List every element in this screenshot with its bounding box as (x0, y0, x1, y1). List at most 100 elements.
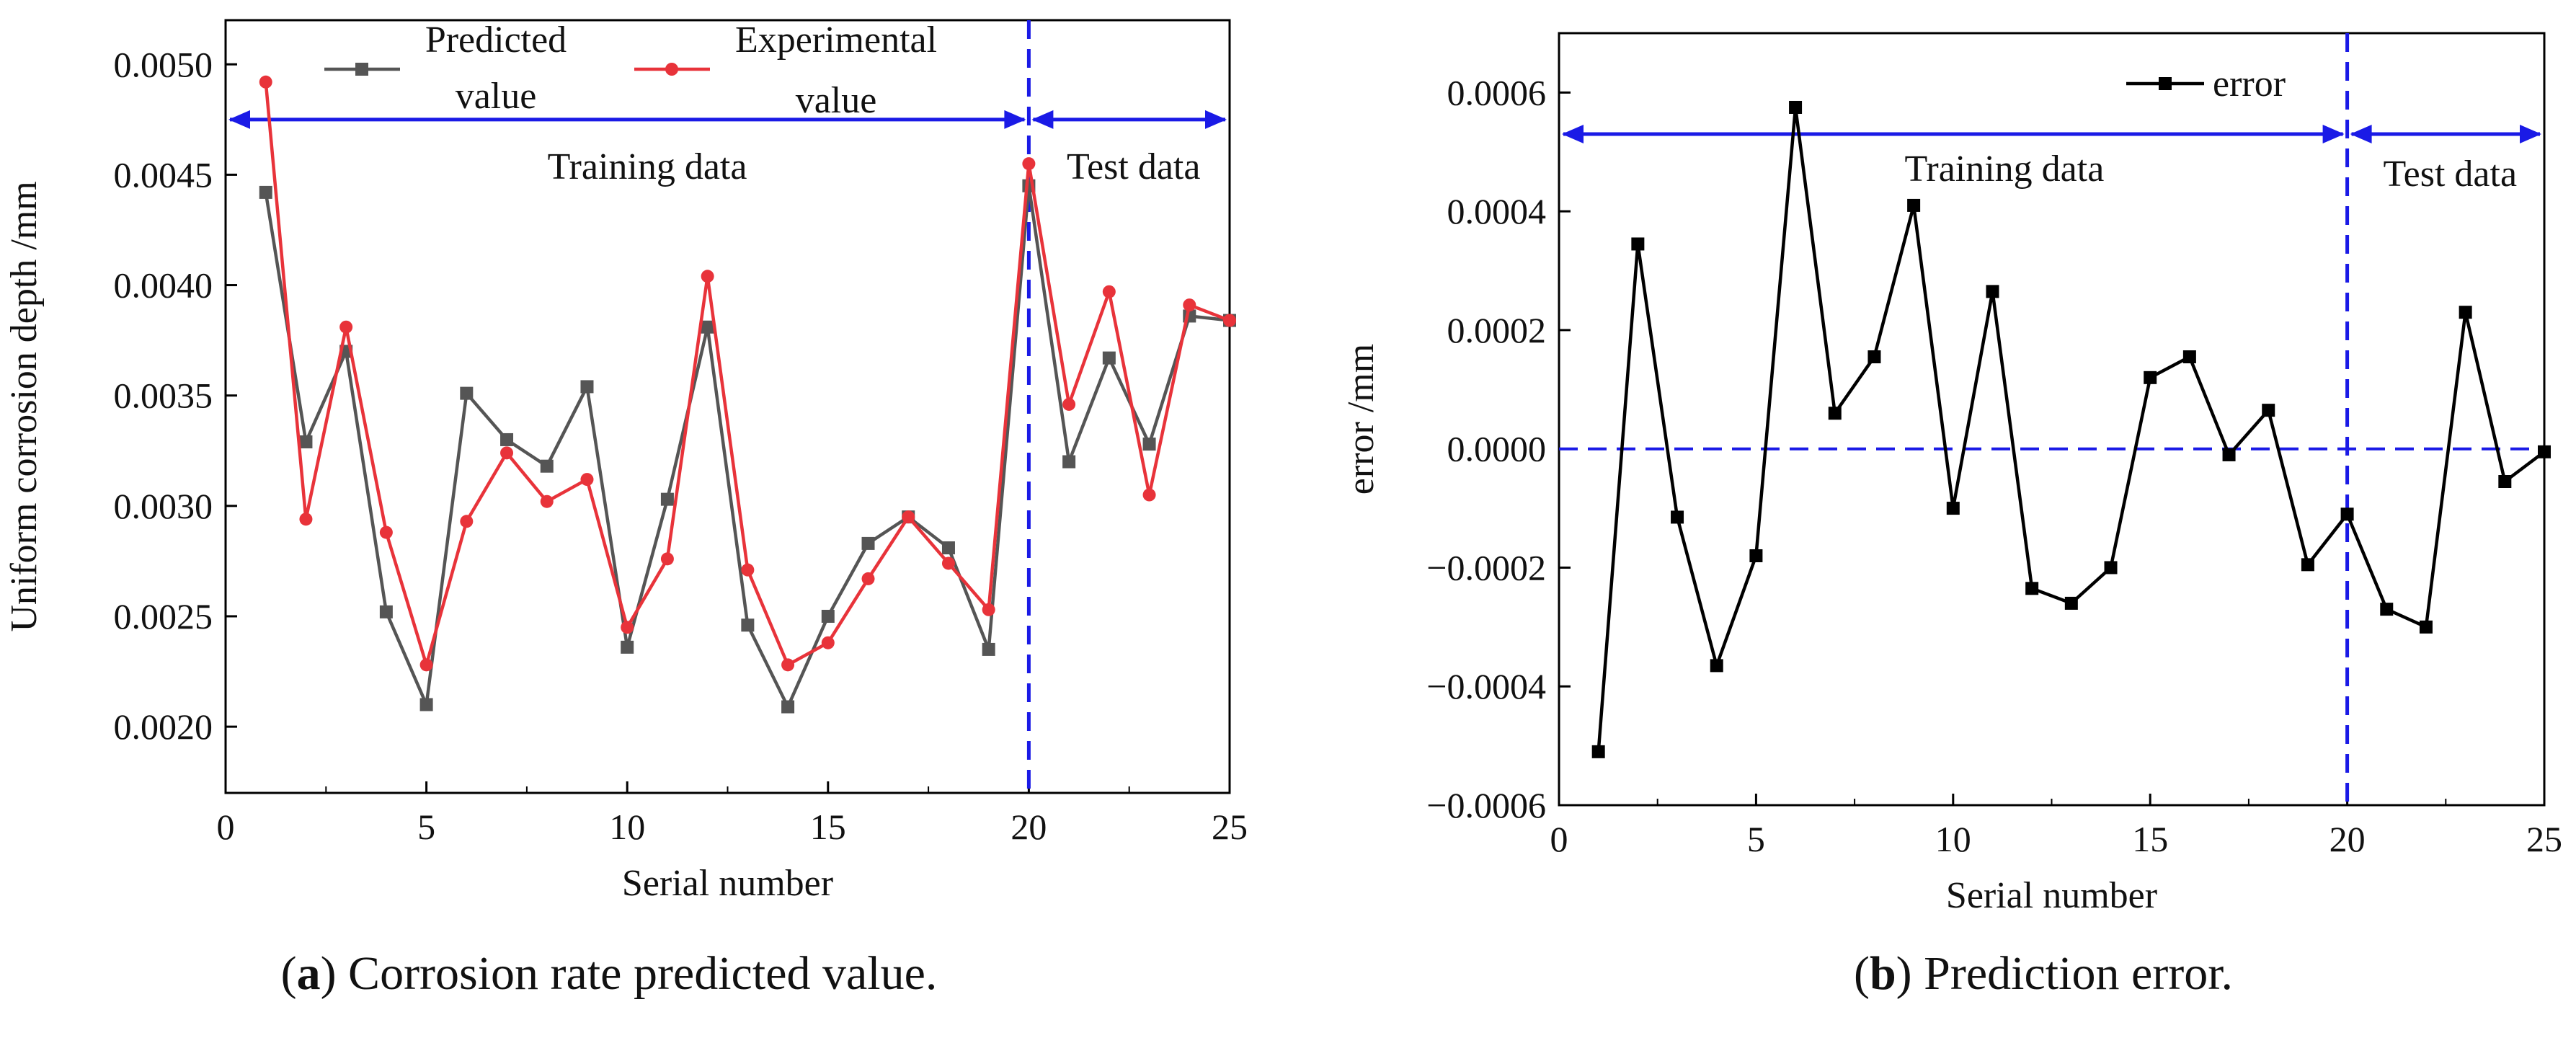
data-point-1 (701, 320, 714, 334)
data-point-1 (781, 700, 795, 714)
legend-label-predicted-line1: Predicted (425, 19, 567, 61)
legend-marker-experimental (665, 63, 678, 76)
y-tick-label: −0.0002 (1426, 547, 1546, 587)
data-point-2 (861, 572, 875, 585)
y-tick-label: 0.0045 (114, 154, 213, 195)
caption-paren-close: ) (321, 947, 337, 1000)
data-point-1 (1907, 198, 1921, 212)
x-tick-label: 25 (2526, 819, 2562, 859)
caption: (a) Corrosion rate predicted value. (281, 947, 938, 1000)
data-point-2 (460, 515, 474, 528)
y-tick-label: 0.0020 (114, 706, 213, 747)
data-point-1 (2301, 558, 2314, 572)
data-point-1 (2419, 620, 2433, 634)
data-point-2 (1223, 314, 1236, 327)
data-point-1 (1710, 659, 1723, 673)
training-arrow-left-head (228, 110, 250, 129)
data-point-1 (2459, 306, 2472, 319)
legend-label-predicted-line2: value (456, 76, 537, 117)
y-axis-label: error /mm (1341, 344, 1382, 494)
data-point-2 (379, 525, 393, 539)
data-point-1 (2222, 448, 2236, 461)
y-tick-label: 0.0030 (114, 486, 213, 526)
data-point-2 (982, 603, 995, 616)
x-axis-label: Serial number (622, 863, 833, 904)
test-arrow-left-head (2350, 125, 2372, 144)
data-point-2 (1183, 298, 1196, 312)
data-point-1 (580, 380, 594, 394)
training-data-label: Training data (548, 146, 747, 187)
test-data-label: Test data (2384, 154, 2518, 195)
caption-letter: a (297, 947, 321, 1000)
y-tick-label: 0.0006 (1447, 72, 1547, 112)
caption-paren-open: ( (1854, 947, 1870, 1000)
x-axis-label: Serial number (1946, 875, 2157, 916)
data-point-2 (540, 494, 554, 508)
y-tick-label: 0.0004 (1447, 191, 1547, 231)
data-point-2 (660, 552, 674, 566)
data-point-1 (2104, 561, 2118, 575)
y-tick-label: 0.0050 (114, 44, 213, 84)
x-tick-label: 20 (1011, 807, 1047, 847)
data-point-1 (2262, 404, 2275, 417)
x-tick-label: 10 (609, 807, 645, 847)
data-point-2 (941, 556, 955, 570)
data-point-1 (982, 642, 995, 656)
data-point-2 (781, 658, 795, 672)
data-point-1 (941, 541, 955, 555)
data-point-1 (1671, 510, 1684, 524)
data-point-2 (339, 320, 353, 334)
plot-frame (224, 19, 1231, 794)
data-point-1 (379, 605, 393, 618)
data-point-1 (1591, 745, 1605, 758)
test-arrow-right-head (2520, 125, 2541, 144)
data-point-1 (861, 536, 875, 550)
data-point-2 (500, 446, 514, 460)
x-tick-label: 20 (2329, 819, 2366, 859)
y-tick-label: 0.0000 (1447, 429, 1547, 469)
caption-paren-close: ) (1896, 947, 1912, 1000)
chart-b: 0 5 10 15 20 25 −0.0006 −0.0004 −0.0002 0.0000 0.0… (1341, 32, 2562, 1000)
series-line-1 (1596, 105, 2546, 753)
data-point-2 (419, 658, 433, 672)
data-point-2 (1102, 285, 1116, 298)
data-point-2 (701, 270, 714, 283)
data-point-1 (2538, 445, 2551, 458)
legend-marker-predicted (355, 63, 368, 76)
data-point-2 (1062, 397, 1076, 411)
y-tick-label: 0.0025 (114, 596, 213, 636)
training-arrow-right-head (1004, 110, 1026, 129)
data-point-1 (2144, 371, 2157, 384)
data-point-2 (299, 513, 313, 526)
data-point-2 (621, 621, 634, 634)
data-point-1 (2025, 582, 2039, 595)
data-point-1 (1986, 285, 1999, 298)
caption-text: Corrosion rate predicted value. (337, 947, 938, 1000)
data-point-1 (460, 386, 474, 400)
training-data-label: Training data (1904, 148, 2104, 190)
data-point-1 (1867, 350, 1881, 363)
training-arrow-left-head (1562, 125, 1584, 144)
caption-paren-open: ( (281, 947, 297, 1000)
data-point-1 (1062, 455, 1076, 469)
caption-text: Prediction error. (1912, 947, 2233, 1000)
data-point-1 (621, 640, 634, 654)
y-tick-label: 0.0002 (1447, 310, 1547, 350)
test-data-label: Test data (1067, 146, 1201, 187)
data-point-1 (1749, 549, 1763, 562)
data-point-1 (419, 698, 433, 711)
y-tick-label: 0.0040 (114, 265, 213, 306)
data-point-1 (259, 185, 272, 199)
data-point-1 (2340, 507, 2354, 521)
data-point-1 (2064, 596, 2078, 610)
data-point-1 (1631, 237, 1645, 251)
data-point-1 (821, 609, 835, 623)
data-point-1 (660, 492, 674, 506)
data-point-2 (259, 75, 272, 89)
data-point-2 (1142, 488, 1156, 502)
data-point-2 (1022, 157, 1036, 171)
caption-letter: b (1870, 947, 1896, 1000)
legend-label-experimental-line1: Experimental (735, 19, 937, 61)
legend-marker-error (2159, 77, 2172, 90)
legend-label-error: error (2213, 63, 2286, 105)
